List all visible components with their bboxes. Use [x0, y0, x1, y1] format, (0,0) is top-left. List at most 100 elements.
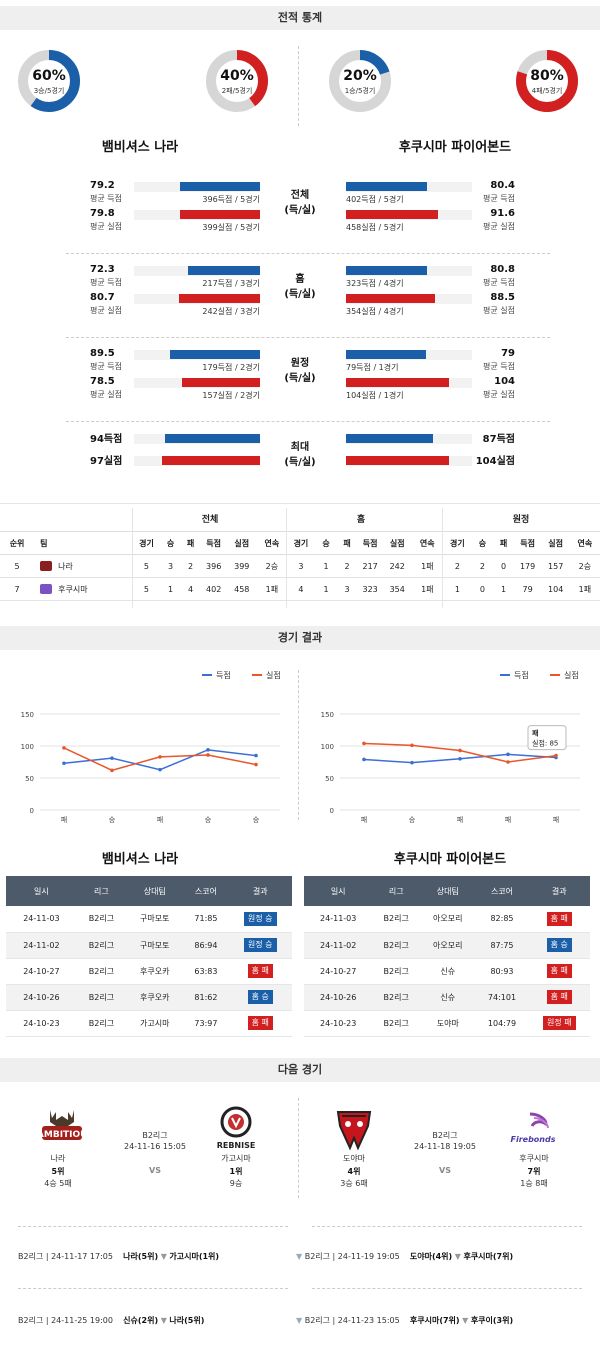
group-header: 전체	[201, 515, 219, 525]
section-header-next: 다음 경기	[0, 1058, 600, 1082]
data-point	[410, 743, 414, 748]
donut-ring	[329, 50, 391, 112]
table-row[interactable]: 24-11-02 B2리그 구마모토 86:94 원정 승	[6, 932, 292, 959]
donut-percent: 20%	[343, 68, 377, 84]
standings-cell: 354	[383, 577, 412, 601]
data-point	[362, 741, 366, 746]
result-cell: 24-10-26	[6, 984, 77, 1011]
result-cell: 후쿠오카	[126, 984, 184, 1011]
schedule-item[interactable]: B2리그 | 24-11-17 17:05 나라(5위) ▼ 가고시마(1위)	[18, 1251, 219, 1262]
result-cell: 아오모리	[420, 932, 476, 959]
table-row[interactable]: 5 나라 5 3 2 396 399 2승 3 1 2 217 242 1패 2 2 0 179 157 2승	[0, 554, 600, 578]
divider	[18, 1226, 288, 1227]
next-right-date: 24-11-18 19:05	[414, 1142, 476, 1151]
data-point	[206, 753, 210, 757]
fukushima-logo: Firebonds	[511, 1112, 556, 1144]
donut-fill	[516, 50, 578, 112]
expand-icon: ▼	[296, 1316, 303, 1325]
standings-cell: 104	[541, 577, 570, 601]
schedule-item[interactable]: B2리그 | 24-11-25 19:00 신슈(2위) ▼ 나라(5위)	[18, 1315, 204, 1326]
stat-bar	[346, 294, 435, 303]
divider	[312, 1288, 582, 1289]
table-row[interactable]: 7 후쿠시마 5 1 4 402 458 1패 4 1 3 323 354 1패 1 0 1 79 104 1패	[0, 577, 600, 601]
bar-caption: 104실점 / 1경기	[346, 391, 404, 400]
data-point	[458, 748, 462, 753]
team-left-name: 뱀비셔스 나라	[101, 140, 179, 155]
series-line	[63, 749, 257, 771]
column-header: 리그	[76, 876, 127, 906]
standings-cell: 396	[200, 554, 227, 578]
standings-cell: 4	[180, 577, 201, 601]
y-tick-label: 50	[325, 775, 334, 783]
result-cell: 82:85	[475, 906, 529, 933]
schedule-item[interactable]: ▼ B2리그 | 24-11-19 19:05 도야마(4위) ▼ 후쿠시마(7…	[296, 1251, 513, 1262]
bar-caption: 396득점 / 5경기	[202, 195, 260, 204]
x-tick-label: 승	[109, 816, 116, 824]
donut-fill	[206, 50, 268, 112]
data-point	[458, 757, 462, 761]
next-left-away-record: 9승	[229, 1179, 243, 1188]
table-row[interactable]: 24-10-27 B2리그 신슈 80:93 홈 패	[304, 958, 590, 985]
next-left-away-rank: 1위	[229, 1167, 243, 1176]
stat-label: 평균 실점	[90, 222, 122, 231]
nara-logo: BAMBITIOUS	[40, 1110, 84, 1140]
standings-cell: 1	[160, 577, 181, 601]
result-cell: 가고시마	[126, 1010, 184, 1037]
result-cell: 구마모토	[126, 906, 184, 933]
result-cell: B2리그	[76, 906, 127, 933]
table-row[interactable]: 24-10-26 B2리그 후쿠오카 81:62 홈 승	[6, 984, 292, 1011]
result-cell: 도야마	[420, 1010, 476, 1037]
schedule-team-a: 후쿠시마(7위)	[409, 1316, 460, 1325]
standings-cell: 399	[226, 554, 257, 578]
schedule-item[interactable]: ▼ B2리그 | 24-11-23 15:05 후쿠시마(7위) ▼ 후쿠이(3…	[296, 1315, 513, 1326]
bar-caption: 402득점 / 5경기	[346, 195, 404, 204]
next-right-away-record: 1승 8패	[520, 1179, 548, 1188]
table-row[interactable]: 24-10-23 B2리그 도야마 104:79 원정 패	[304, 1010, 590, 1037]
standings-cell: 217	[357, 554, 384, 578]
next-left-date: 24-11-16 15:05	[124, 1142, 186, 1151]
result-cell: 24-10-26	[304, 984, 373, 1011]
y-tick-label: 150	[21, 711, 34, 719]
stat-value: 80.4	[490, 180, 515, 191]
column-header: 경기	[443, 531, 472, 555]
column-header: 실점	[383, 531, 412, 555]
data-point	[410, 760, 414, 765]
result-cell: 81:62	[183, 984, 229, 1011]
next-right-away-name: 후쿠시마	[519, 1154, 549, 1163]
stat-value: 94득점	[90, 434, 123, 445]
nara-icon	[40, 561, 53, 571]
donut-record: 3승/5경기	[33, 87, 65, 95]
column-header: 스코어	[475, 876, 529, 906]
schedule-info: B2리그 | 24-11-23 15:05	[304, 1316, 400, 1325]
data-point	[158, 767, 162, 772]
table-row[interactable]: 24-10-27 B2리그 후쿠오카 63:83 홈 패	[6, 958, 292, 985]
result-cell: 87:75	[475, 932, 529, 959]
y-tick-label: 100	[21, 743, 34, 751]
column-header: 연속	[256, 531, 287, 555]
versus-icon: ▼	[462, 1316, 469, 1325]
donut-chart: 80% 4패/5경기	[514, 48, 580, 114]
table-row[interactable]: 24-11-02 B2리그 아오모리 87:75 홈 승	[304, 932, 590, 959]
next-right-away-rank: 7위	[527, 1167, 541, 1176]
result-cell: B2리그	[372, 1010, 421, 1037]
table-row[interactable]: 24-11-03 B2리그 아오모리 82:85 홈 패	[304, 906, 590, 933]
table-row[interactable]: 24-11-03 B2리그 구마모토 71:85 원정 승	[6, 906, 292, 933]
schedule-info: B2리그 | 24-11-25 19:00	[18, 1316, 113, 1325]
stat-bar	[346, 350, 426, 359]
table-row[interactable]: 24-10-23 B2리그 가고시마 73:97 홈 패	[6, 1010, 292, 1037]
x-tick-label: 패	[553, 815, 559, 824]
bar-caption: 242실점 / 3경기	[202, 307, 260, 316]
toyama-logo	[336, 1111, 372, 1151]
column-header: 리그	[372, 876, 421, 906]
tooltip-box	[527, 725, 567, 751]
column-header: 상대팀	[126, 876, 184, 906]
stat-label: 평균 실점	[90, 390, 122, 399]
result-cell: 24-10-27	[304, 958, 373, 985]
table-row[interactable]: 24-10-26 B2리그 신슈 74:101 홈 패	[304, 984, 590, 1011]
standings-cell: 1패	[411, 577, 444, 601]
donut-chart: 20% 1승/5경기	[327, 48, 393, 114]
stat-value: 87득점	[482, 434, 515, 445]
next-left-home-record: 4승 5패	[44, 1179, 72, 1188]
schedule-info: B2리그 | 24-11-17 17:05	[18, 1252, 113, 1261]
result-cell: 아오모리	[420, 906, 476, 933]
